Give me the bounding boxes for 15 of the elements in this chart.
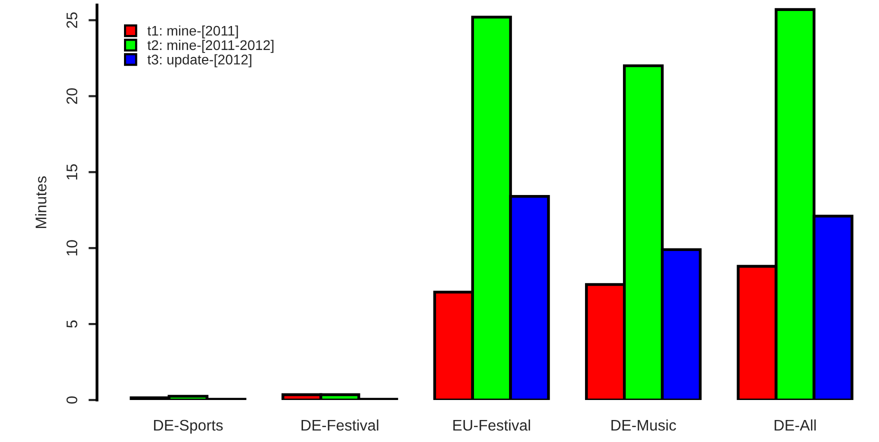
y-tick-label: 25 <box>66 12 78 28</box>
y-tick-label: 15 <box>66 164 78 180</box>
x-tick-label: EU-Festival <box>453 419 530 431</box>
x-tick-label: DE-All <box>774 419 816 431</box>
y-tick-label: 20 <box>66 88 78 104</box>
x-tick-label: DE-Festival <box>302 419 378 431</box>
y-tick-label: 10 <box>66 240 78 256</box>
legend-label: t1: mine-[2011] <box>147 25 238 38</box>
x-tick-label: DE-Sports <box>154 420 223 434</box>
y-axis-title: Minutes <box>35 176 46 228</box>
x-tick-label: DE-Music <box>611 419 676 431</box>
y-tick-label: 0 <box>66 396 78 404</box>
legend-label: t2: mine-[2011-2012] <box>147 40 274 53</box>
y-tick-label: 5 <box>66 320 78 328</box>
legend-label: t3: update-[2012] <box>147 54 252 68</box>
